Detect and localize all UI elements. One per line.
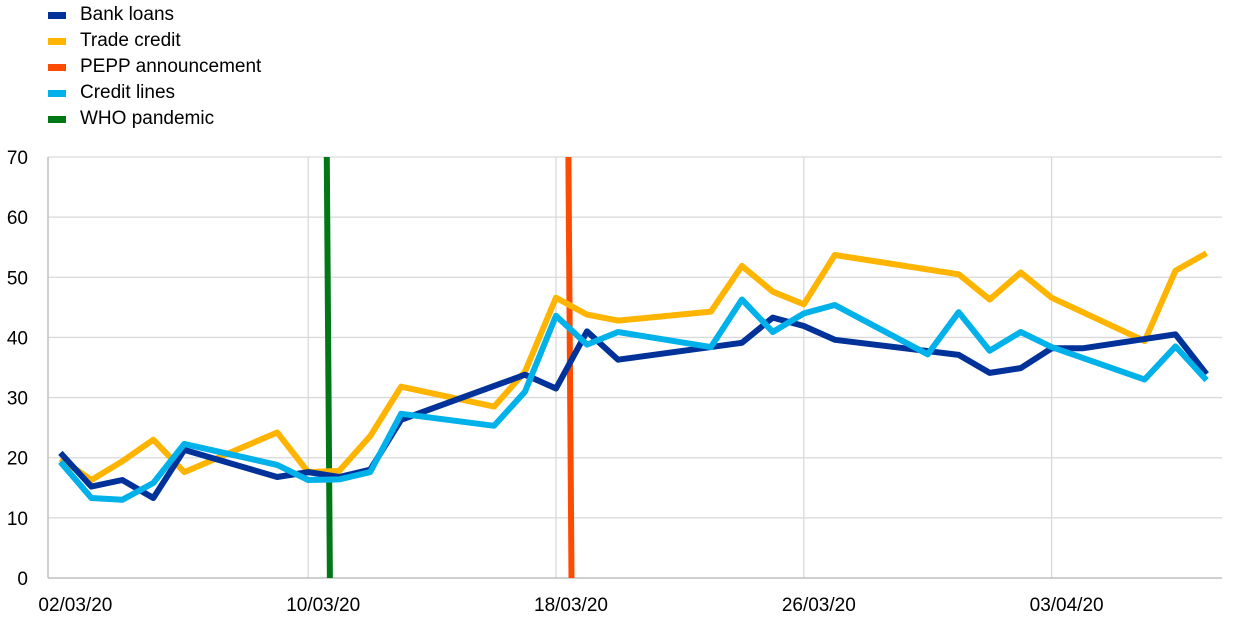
- series-line-bank-loans: [58, 314, 1209, 501]
- y-tick-label: 10: [7, 509, 28, 530]
- event-line-who-pandemic: [323, 156, 333, 579]
- y-tick-label: 50: [7, 268, 28, 289]
- y-tick-label: 40: [7, 328, 28, 349]
- legend-swatch: [48, 37, 66, 45]
- y-tick-label: 70: [7, 148, 28, 169]
- legend-swatch: [48, 115, 66, 123]
- legend-item-trade-credit: Trade credit: [48, 28, 261, 54]
- y-tick-label: 30: [7, 389, 28, 410]
- legend: Bank loans Trade credit PEPP announcemen…: [48, 2, 261, 132]
- series-line-trade-credit: [58, 250, 1208, 483]
- legend-item-bank-loans: Bank loans: [48, 2, 261, 28]
- y-tick-label: 20: [7, 449, 28, 470]
- x-tick-label: 02/03/20: [38, 595, 112, 616]
- legend-label: Trade credit: [80, 30, 181, 51]
- y-tick-label: 0: [17, 569, 28, 590]
- legend-label: Credit lines: [80, 82, 176, 103]
- legend-label: WHO pandemic: [80, 108, 215, 129]
- legend-swatch: [48, 63, 66, 71]
- legend-label: PEPP announcement: [80, 56, 262, 77]
- x-tick-label: 03/04/20: [1030, 595, 1104, 616]
- legend-item-who-pandemic: WHO pandemic: [48, 106, 261, 132]
- legend-swatch: [48, 11, 66, 19]
- legend-swatch: [48, 89, 66, 97]
- y-tick-label: 60: [7, 208, 28, 229]
- x-tick-label: 26/03/20: [782, 595, 856, 616]
- legend-item-credit-lines: Credit lines: [48, 80, 261, 106]
- series-line-credit-lines: [58, 296, 1209, 503]
- legend-item-pepp-announcement: PEPP announcement: [48, 54, 261, 80]
- legend-label: Bank loans: [80, 4, 175, 25]
- x-tick-label: 10/03/20: [286, 595, 360, 616]
- x-tick-label: 18/03/20: [534, 595, 608, 616]
